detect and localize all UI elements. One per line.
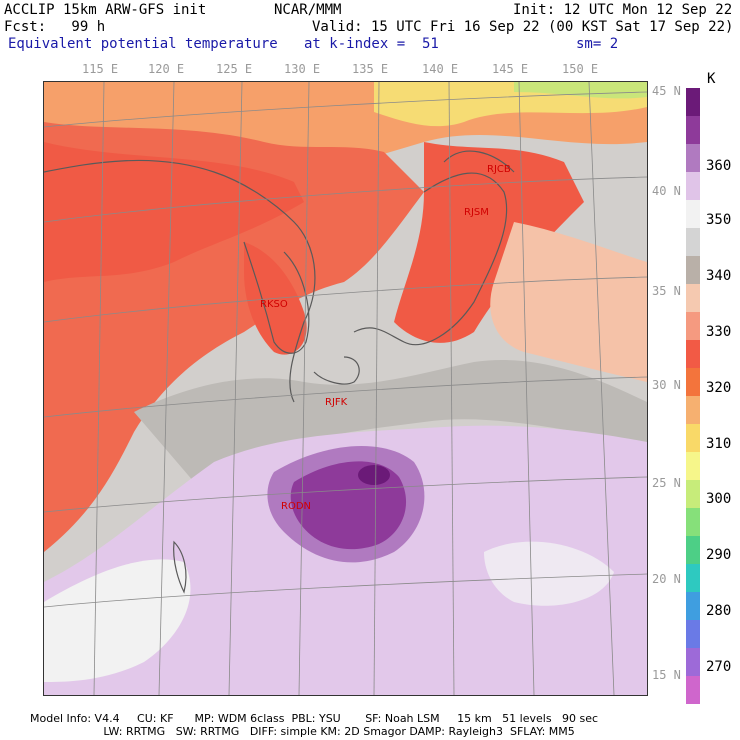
longitude-label: 140 E (422, 62, 459, 76)
latitude-label: 20 N (652, 572, 681, 586)
longitude-label: 120 E (148, 62, 185, 76)
colorbar-segment (686, 592, 700, 620)
longitude-label: 125 E (216, 62, 253, 76)
colorbar-label: 280 (706, 603, 732, 619)
station-label: RKSO (260, 299, 288, 310)
model-info-line2: LW: RRTMG SW: RRTMG DIFF: simple KM: 2D … (30, 725, 575, 738)
colorbar-label: 300 (706, 491, 732, 507)
station-label: RJCB (487, 164, 511, 175)
colorbar-segment (686, 284, 700, 312)
smoothing-info: sm= 2 (576, 36, 619, 52)
colorbar-segment (686, 508, 700, 536)
colorbar-label: 340 (706, 268, 732, 284)
station-label: RODN (281, 501, 311, 512)
colorbar-label: 360 (706, 158, 732, 174)
valid-time: Valid: 15 UTC Fri 16 Sep 22 (00 KST Sat … (312, 19, 734, 35)
latitude-label: 40 N (652, 184, 681, 198)
longitude-label: 150 E (562, 62, 599, 76)
colorbar-segment (686, 88, 700, 116)
latitude-label: 45 N (652, 84, 681, 98)
latitude-label: 15 N (652, 668, 681, 682)
colorbar-segment (686, 312, 700, 340)
colorbar-segment (686, 368, 700, 396)
colorbar-segment (686, 452, 700, 480)
latitude-label: 25 N (652, 476, 681, 490)
colorbar-segment (686, 620, 700, 648)
longitude-label: 135 E (352, 62, 389, 76)
colorbar-segment (686, 144, 700, 172)
forecast-hour: Fcst: 99 h (4, 19, 106, 35)
colorbar (686, 88, 700, 704)
model-info-line1: Model Info: V4.4 CU: KF MP: WDM 6class P… (30, 712, 599, 725)
colorbar-segment (686, 228, 700, 256)
colorbar-label: 310 (706, 436, 732, 452)
longitude-label: 130 E (284, 62, 321, 76)
station-label: RJFK (325, 397, 348, 408)
colorbar-label: 330 (706, 324, 732, 340)
colorbar-label: 320 (706, 380, 732, 396)
colorbar-segment (686, 648, 700, 676)
colorbar-segment (686, 340, 700, 368)
model-title: ACCLIP 15km ARW-GFS init (4, 2, 207, 18)
latitude-label: 35 N (652, 284, 681, 298)
colorbar-segment (686, 256, 700, 284)
theta-e-map: RJCB RJSM RKSO RJFK RODN (43, 81, 648, 696)
colorbar-segment (686, 396, 700, 424)
colorbar-segment (686, 172, 700, 200)
colorbar-segment (686, 564, 700, 592)
colorbar-label: 350 (706, 212, 732, 228)
colorbar-segment (686, 480, 700, 508)
longitude-label: 115 E (82, 62, 119, 76)
colorbar-label: 270 (706, 659, 732, 675)
level-info: at k-index = 51 (304, 36, 439, 52)
colorbar-label: 290 (706, 547, 732, 563)
colorbar-segment (686, 676, 700, 704)
colorbar-segment (686, 536, 700, 564)
latitude-label: 30 N (652, 378, 681, 392)
field-name: Equivalent potential temperature (8, 36, 278, 52)
colorbar-segment (686, 424, 700, 452)
colorbar-segment (686, 200, 700, 228)
longitude-label: 145 E (492, 62, 529, 76)
colorbar-segment (686, 116, 700, 144)
station-label: RJSM (464, 207, 489, 218)
institution-label: NCAR/MMM (274, 2, 342, 18)
colorbar-unit: K (707, 71, 716, 87)
init-time: Init: 12 UTC Mon 12 Sep 22 (513, 2, 733, 18)
